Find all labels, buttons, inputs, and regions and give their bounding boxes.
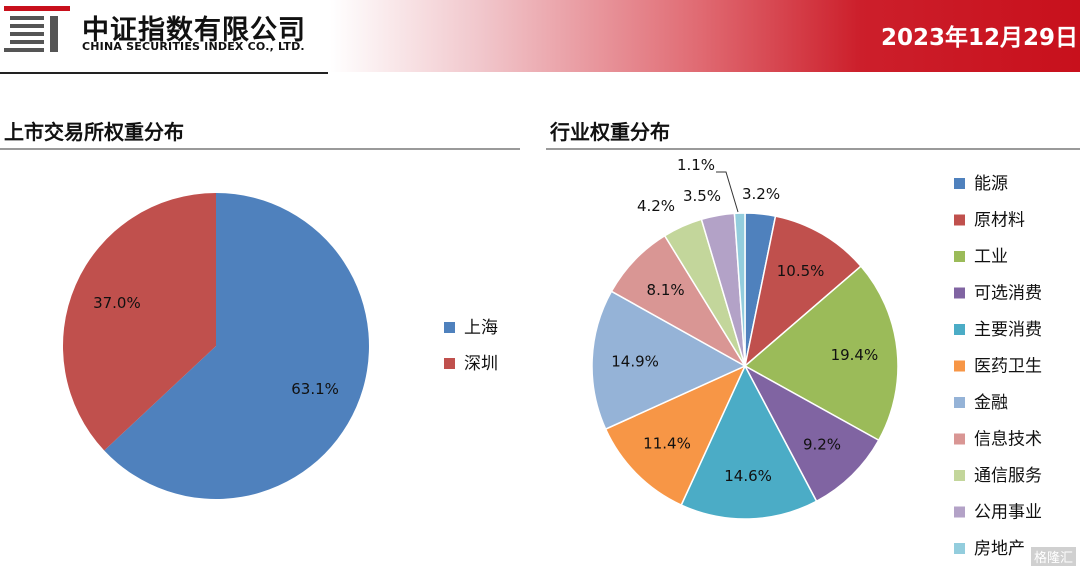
industry-legend-swatch-1 [954,214,965,226]
exchange-legend-swatch-0 [444,322,455,333]
header-rule [0,72,328,74]
exchange-slice-1 [62,193,216,451]
industry-legend-swatch-5 [954,360,965,372]
watermark: 格隆汇 [1030,547,1076,566]
industry-slice-4 [680,364,818,520]
industry-slice-3 [743,364,880,503]
industry-legend-label-8: 通信服务 [974,466,1042,486]
industry-data-label-7: 8.1% [647,281,685,299]
industry-slice-1 [743,215,862,368]
industry-legend-label-6: 金融 [974,393,1008,413]
exchange-data-label-0: 63.1% [291,380,339,398]
industry-data-label-8: 4.2% [637,197,675,215]
industry-data-label-0: 3.2% [742,185,780,203]
industry-legend-label-9: 公用事业 [974,503,1042,523]
industry-legend-label-7: 信息技术 [974,430,1042,450]
industry-leader-line-10 [716,171,739,213]
exchange-title-rule [0,148,520,150]
industry-data-label-9: 3.5% [683,187,721,205]
industry-legend-swatch-4 [954,324,965,335]
industry-legend-label-0: 能源 [974,174,1008,194]
industry-legend-label-4: 主要消费 [974,320,1042,340]
exchange-slice-0 [104,193,369,500]
industry-legend-swatch-7 [954,433,965,445]
industry-legend-label-1: 原材料 [974,211,1025,231]
industry-legend-swatch-2 [954,251,965,262]
industry-data-label-4: 14.6% [724,467,772,485]
exchange-chart-title: 上市交易所权重分布 [4,120,184,144]
industry-legend-swatch-0 [954,178,965,189]
industry-slice-5 [604,364,747,507]
exchange-data-label-1: 37.0% [93,294,141,312]
industry-data-label-2: 19.4% [831,346,879,364]
exchange-legend-swatch-1 [444,358,455,369]
exchange-legend-label-1: 深圳 [464,354,498,374]
industry-legend-swatch-3 [954,287,965,299]
industry-slice-6 [591,290,747,431]
industry-legend-swatch-6 [954,397,965,408]
csi-logo-icon [4,6,70,52]
report-date: 2023年12月29日 [880,25,1078,51]
industry-legend-label-5: 医药卫生 [974,357,1042,377]
industry-slice-2 [743,265,899,442]
industry-slice-10 [733,212,746,367]
industry-legend-label-3: 可选消费 [974,284,1042,304]
industry-data-label-3: 9.2% [803,436,841,454]
industry-data-label-1: 10.5% [777,262,825,280]
industry-chart-title: 行业权重分布 [550,120,670,144]
industry-title-rule [546,148,1080,150]
industry-data-label-10: 1.1% [677,156,715,174]
company-name-cn: 中证指数有限公司 [82,15,306,46]
company-name-en: CHINA SECURITIES INDEX CO., LTD. [82,40,305,53]
industry-data-label-5: 11.4% [643,435,691,453]
industry-legend-swatch-8 [954,470,965,481]
industry-data-label-6: 14.9% [611,352,659,370]
industry-legend-swatch-10 [954,543,965,554]
industry-legend-label-10: 房地产 [974,539,1025,559]
exchange-legend-label-0: 上海 [464,318,498,338]
industry-legend-swatch-9 [954,506,965,518]
header-banner [0,0,1080,72]
industry-legend-label-2: 工业 [974,247,1008,267]
